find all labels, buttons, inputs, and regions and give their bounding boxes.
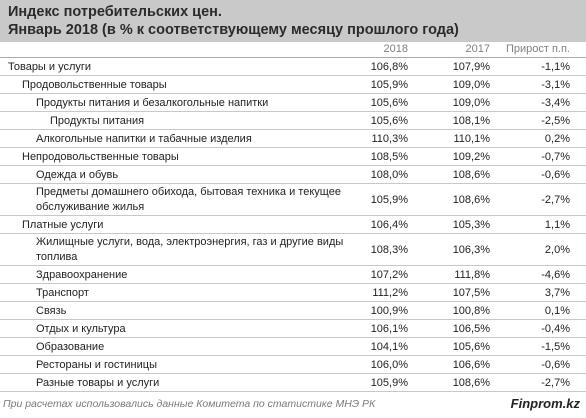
table-row: Рестораны и гостиницы 106,0% 106,6% -0,6… <box>0 356 586 374</box>
row-label: Товары и услуги <box>8 61 92 73</box>
table-row: Отдых и культура 106,1% 106,5% -0,4% <box>0 320 586 338</box>
row-label: Продукты питания <box>50 115 145 127</box>
row-label: Здравоохранение <box>36 269 128 281</box>
cell-2017: 110,1% <box>453 133 491 145</box>
table-row: Связь 100,9% 100,8% 0,1% <box>0 302 586 320</box>
cell-2017: 108,6% <box>452 194 490 206</box>
row-label: Продовольственные товары <box>22 79 167 91</box>
cell-delta: -0,6% <box>541 169 570 181</box>
cell-delta: -2,5% <box>541 115 570 127</box>
cell-2018: 100,9% <box>370 305 408 317</box>
cell-2017: 108,6% <box>452 377 490 389</box>
cell-delta: -3,4% <box>541 97 570 109</box>
cell-2017: 108,1% <box>452 115 490 127</box>
title-line-2: Январь 2018 (в % к соответствующему меся… <box>8 22 459 38</box>
cell-2017: 111,8% <box>454 269 490 281</box>
cell-delta: -1,1% <box>541 61 570 73</box>
cell-delta: 0,2% <box>544 133 570 145</box>
cell-2018: 105,9% <box>370 79 408 91</box>
cell-2017: 100,8% <box>452 305 490 317</box>
cell-2018: 105,9% <box>370 194 408 206</box>
column-header-2018: 2018 <box>383 43 408 55</box>
row-label-continued: обслуживание жилья <box>36 201 145 213</box>
cell-2017: 109,0% <box>452 79 490 91</box>
cell-delta: 0,1% <box>544 305 570 317</box>
cell-2018: 106,8% <box>370 61 408 73</box>
row-label: Отдых и культура <box>36 323 126 335</box>
table-footer: При расчетах использовались данные Комит… <box>0 391 586 418</box>
row-label: Непродовольственные товары <box>22 151 179 163</box>
column-header-2017: 2017 <box>465 43 490 55</box>
cell-delta: 1,1% <box>544 219 570 231</box>
table-row: Здравоохранение 107,2% 111,8% -4,6% <box>0 266 586 284</box>
cell-delta: -2,7% <box>541 194 570 206</box>
table-row: Предметы домашнего обихода, бытовая техн… <box>0 184 586 216</box>
table-row: Товары и услуги 106,8% 107,9% -1,1% <box>0 58 586 76</box>
cell-2017: 109,0% <box>452 97 490 109</box>
row-label: Связь <box>36 305 67 317</box>
table-row: Транспорт 111,2% 107,5% 3,7% <box>0 284 586 302</box>
cell-delta: -3,1% <box>541 79 570 91</box>
table-row: Продукты питания 105,6% 108,1% -2,5% <box>0 112 586 130</box>
table-row: Жилищные услуги, вода, электроэнергия, г… <box>0 234 586 266</box>
row-label-continued: топлива <box>36 251 78 263</box>
cell-delta: -2,7% <box>541 377 570 389</box>
table-row: Алкогольные напитки и табачные изделия 1… <box>0 130 586 148</box>
cell-2018: 111,2% <box>372 287 408 299</box>
table-row: Продукты питания и безалкогольные напитк… <box>0 94 586 112</box>
table-row: Непродовольственные товары 108,5% 109,2%… <box>0 148 586 166</box>
cell-2018: 105,6% <box>370 97 408 109</box>
cell-2018: 106,4% <box>370 219 408 231</box>
cell-2017: 105,3% <box>452 219 490 231</box>
cell-delta: -0,4% <box>541 323 570 335</box>
cell-2017: 105,6% <box>452 341 490 353</box>
cell-2017: 106,6% <box>452 359 490 371</box>
row-label: Одежда и обувь <box>36 169 119 181</box>
cell-2018: 107,2% <box>370 269 408 281</box>
table-row: Платные услуги 106,4% 105,3% 1,1% <box>0 216 586 234</box>
cell-delta: 2,0% <box>544 244 570 256</box>
cell-2018: 105,6% <box>370 115 408 127</box>
cell-delta: -1,5% <box>541 341 570 353</box>
table-title: Индекс потребительских цен. Январь 2018 … <box>0 0 586 42</box>
cell-2018: 108,3% <box>370 244 408 256</box>
table-row: Одежда и обувь 108,0% 108,6% -0,6% <box>0 166 586 184</box>
row-label: Продукты питания и безалкогольные напитк… <box>36 97 269 109</box>
cell-2017: 107,9% <box>452 61 490 73</box>
table-row: Продовольственные товары 105,9% 109,0% -… <box>0 76 586 94</box>
table-row: Образование 104,1% 105,6% -1,5% <box>0 338 586 356</box>
brand-logo-text: Finprom.kz <box>510 396 580 411</box>
cell-2017: 106,5% <box>452 323 490 335</box>
cell-delta: -4,6% <box>541 269 570 281</box>
cell-2018: 106,0% <box>370 359 408 371</box>
source-note: При расчетах использовались данные Комит… <box>3 398 376 410</box>
cell-2017: 108,6% <box>452 169 490 181</box>
cell-2017: 109,2% <box>452 151 490 163</box>
cell-2018: 108,5% <box>370 151 408 163</box>
row-label: Образование <box>36 341 105 353</box>
cell-2018: 108,0% <box>370 169 408 181</box>
cell-2018: 106,1% <box>370 323 408 335</box>
row-label: Разные товары и услуги <box>36 377 160 389</box>
row-label: Транспорт <box>36 287 89 299</box>
cpi-table: 2018 2017 Прирост п.п. Товары и услуги 1… <box>0 42 586 392</box>
cell-delta: -0,6% <box>541 359 570 371</box>
table-row: Разные товары и услуги 105,9% 108,6% -2,… <box>0 374 586 392</box>
row-label: Рестораны и гостиницы <box>36 359 157 371</box>
cell-2018: 104,1% <box>370 341 408 353</box>
column-header-delta: Прирост п.п. <box>505 43 570 55</box>
cell-delta: 3,7% <box>544 287 570 299</box>
title-line-1: Индекс потребительских цен. <box>8 4 222 20</box>
row-label: Платные услуги <box>22 219 104 231</box>
table-header: 2018 2017 Прирост п.п. <box>0 42 586 58</box>
cell-2018: 110,3% <box>371 133 409 145</box>
cell-2017: 107,5% <box>452 287 490 299</box>
cell-delta: -0,7% <box>541 151 570 163</box>
row-label: Алкогольные напитки и табачные изделия <box>36 133 252 145</box>
row-label: Жилищные услуги, вода, электроэнергия, г… <box>36 236 344 248</box>
row-label: Предметы домашнего обихода, бытовая техн… <box>36 186 341 198</box>
cell-2018: 105,9% <box>370 377 408 389</box>
cell-2017: 106,3% <box>452 244 490 256</box>
